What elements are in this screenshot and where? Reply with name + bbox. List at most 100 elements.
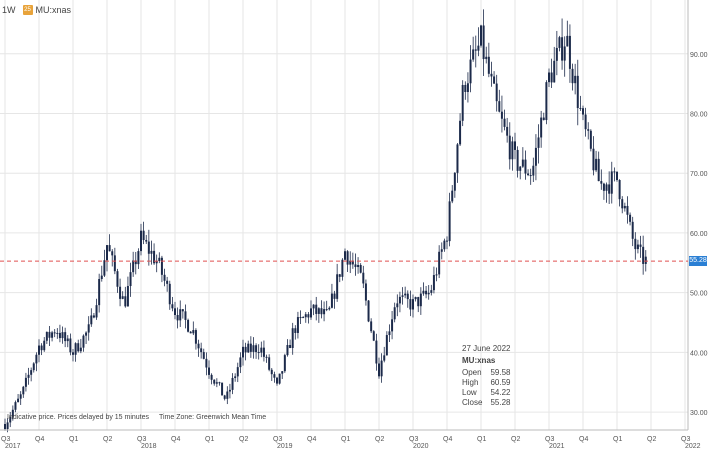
candle-body (215, 382, 218, 384)
candle-body (87, 324, 90, 333)
candle-body (453, 172, 456, 191)
candle-body (584, 114, 587, 130)
candle-body (375, 340, 378, 364)
candle-body (273, 374, 276, 378)
x-tick-label: Q1 (341, 436, 350, 443)
candle-body (623, 205, 626, 209)
candle-body (359, 265, 362, 273)
candle-body (64, 332, 67, 342)
candle-body (511, 141, 514, 160)
candle-body (346, 251, 349, 265)
candle-body (153, 250, 156, 264)
candle-body (27, 374, 30, 378)
candle-body (142, 230, 145, 241)
candle-body (174, 308, 176, 316)
ohlc-label: Low (462, 388, 477, 397)
candle-body (480, 25, 482, 46)
candle-body (432, 275, 435, 291)
candle-body (545, 82, 548, 121)
candle-body (644, 256, 647, 264)
candle-body (378, 363, 380, 377)
candle-body (427, 292, 430, 295)
candle-body (223, 395, 226, 399)
candle-body (422, 290, 425, 294)
candle-body (330, 293, 333, 308)
candle-body (323, 309, 326, 315)
candle-body (304, 314, 307, 318)
candle-body (477, 45, 480, 51)
candle-body (22, 386, 25, 395)
candle-body (490, 73, 493, 77)
ohlc-label: Close (462, 398, 483, 407)
candle-body (616, 171, 618, 181)
candle-body (443, 240, 446, 250)
candle-body (100, 275, 103, 279)
candle-body (179, 309, 182, 321)
candle-body (506, 126, 509, 136)
candle-body (244, 346, 247, 353)
candle-body (485, 56, 488, 60)
candle-body (396, 303, 399, 308)
candle-body (367, 300, 370, 322)
candle-body (255, 345, 258, 353)
ohlc-row-high: High 60.59 (462, 378, 518, 388)
candle-body (435, 274, 438, 276)
ohlc-value: 54.22 (490, 388, 511, 397)
candle-body (276, 377, 278, 384)
candle-body (459, 120, 462, 145)
candle-body (4, 424, 6, 430)
x-tick-label: Q4 (307, 436, 316, 443)
candle-body (9, 416, 12, 423)
candle-body (158, 257, 161, 261)
candle-body (597, 158, 600, 182)
candle-body (582, 108, 584, 115)
x-tick-label: Q3 (545, 436, 554, 443)
x-tick-label: Q1 (613, 436, 622, 443)
candle-body (302, 317, 305, 319)
candle-body (372, 331, 375, 341)
candle-body (85, 332, 88, 336)
interval-label[interactable]: 1W (2, 5, 16, 15)
candle-body (35, 354, 38, 364)
candle-body (364, 283, 367, 301)
candle-body (265, 356, 268, 358)
candle-body (95, 305, 98, 318)
candle-body (328, 307, 331, 310)
candle-body (92, 315, 95, 318)
candle-body (626, 205, 629, 215)
ohlc-value: 59.58 (490, 368, 511, 377)
footnote: Indicative price. Prices delayed by 15 m… (7, 414, 266, 421)
candle-body (642, 246, 645, 264)
symbol-label[interactable]: MU:xnas (35, 5, 72, 15)
candle-body (498, 101, 501, 112)
candle-body (77, 343, 80, 352)
candle-body (11, 409, 14, 417)
candle-body (289, 345, 292, 348)
candle-body (200, 348, 203, 353)
candle-body (40, 345, 43, 351)
candle-body (260, 347, 263, 353)
candle-body (247, 343, 250, 353)
candle-body (53, 332, 56, 334)
candle-body (140, 230, 142, 252)
info-date: 27 June 2022 (462, 344, 511, 353)
candle-body (132, 260, 135, 273)
x-tick-label: Q3 (1, 436, 10, 443)
candle-body (14, 402, 17, 410)
info-symbol: MU:xnas (462, 356, 496, 365)
candle-body (391, 319, 394, 332)
candle-body (333, 293, 336, 299)
candle-body (608, 184, 611, 194)
candle-body (461, 84, 464, 121)
candle-body (370, 321, 373, 332)
candle-body (357, 265, 360, 268)
candle-body (524, 159, 527, 174)
candle-body (121, 296, 124, 299)
chart-header: 1W 25 MU:xnas (2, 3, 71, 17)
candle-body (508, 135, 511, 160)
y-tick-label: 50.00 (690, 291, 708, 298)
candle-body (113, 255, 116, 272)
candle-body (519, 166, 522, 171)
